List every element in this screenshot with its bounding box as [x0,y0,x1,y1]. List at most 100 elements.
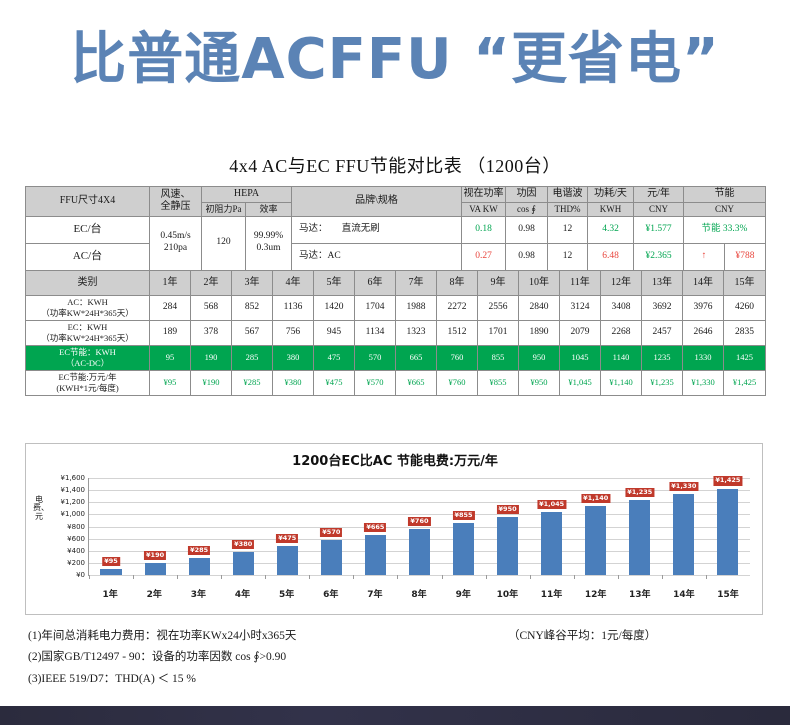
chart-x-label: 7年 [367,590,383,600]
yearly-row: EC节能：KWH （AC-DC） 95 190 285 380 475 570 665 760 85… [25,344,766,371]
yearly-cell: ¥760 [436,369,478,396]
yearly-cell: 3976 [682,294,724,321]
th-va-unit: VA KW [461,201,507,217]
th-pf-unit: cos ∮ [505,201,549,217]
yearly-cell: 1988 [395,294,437,321]
yearly-cell: 1425 [723,344,766,371]
chart-y-tick-label: ¥1,400 [60,486,86,495]
yearly-cell: 570 [354,344,396,371]
yearly-cell: ¥950 [518,369,560,396]
row-label-line1: EC节能:万元/年 [58,372,117,383]
yearly-row: AC：KWH （功率KW*24H*365天） 284 568 852 1136 1420 17… [25,294,766,321]
yearly-cell: 190 [190,344,232,371]
chart-y-tick-label: ¥400 [67,546,85,555]
cell-ac-thd: 12 [547,242,589,271]
chart-bar: ¥475 [276,534,299,575]
chart-y-tick-label: ¥0 [76,571,85,579]
chart-data-label: ¥190 [144,551,167,561]
cell-ec-saving: 节能 33.3% [683,215,767,244]
yearly-cell: 189 [149,319,191,346]
yearly-cell: 95 [149,344,191,371]
row-label-line2: （功率KW*24H*365天） [41,332,134,343]
yearly-row: EC节能:万元/年 (KWH*1元/每度) ¥95 ¥190 ¥285 ¥380 ¥475 ¥… [25,369,766,396]
yearly-row: EC：KWH （功率KW*24H*365天） 189 378 567 756 945 1134… [25,319,766,346]
th-hepa: HEPA [200,186,293,203]
chart-bar-cell: ¥285 [177,478,221,575]
th-year-unit: CNY [633,201,685,217]
yearly-cell: 1701 [477,319,519,346]
cell-ac-year: ¥2.365 [633,242,685,271]
cell-hepa-eff: 99.99% 0.3um [244,215,293,271]
chart-data-label: ¥950 [496,505,519,515]
th-category: 类别 [25,269,150,296]
yearly-cell: ¥1,330 [682,369,724,396]
yearly-cell: 665 [395,344,437,371]
chart-tick [397,575,441,579]
yearly-cell: 568 [190,294,232,321]
chart-gridline [89,502,750,504]
yearly-cell: 1323 [395,319,437,346]
row-label-line2: （AC-DC） [65,357,110,368]
th-year-15: 15年 [723,269,766,296]
yearly-cell: 2457 [641,319,683,346]
chart-tick [485,575,530,579]
chart-tick [661,575,706,579]
th-daily-consumption: 功耗/天 [587,186,635,203]
yearly-cell: 945 [313,319,355,346]
yearly-cell: 1140 [600,344,642,371]
yearly-cell: 567 [231,319,273,346]
table-row-ac-spec: AC/台 马达：AC 0.27 0.98 12 6.48 ¥2.365 ↑ ¥7… [25,242,767,271]
chart-bar: ¥285 [188,545,211,575]
chart-bar: ¥380 [232,539,255,575]
table-row-ec-spec: EC/台 0.45m/s 210pa 120 99.99% 0.3um 马达： 直流… [25,215,767,271]
yearly-cell: 3692 [641,294,683,321]
chart-bar-cell: ¥475 [265,478,309,575]
chart-tick [221,575,265,579]
th-apparent-power: 视在功率 [461,186,507,203]
yearly-cell: 1890 [518,319,560,346]
th-year-9: 9年 [477,269,519,296]
chart-x-label: 1年 [102,590,118,600]
yearly-cell: 378 [190,319,232,346]
table-caption: 4x4 AC与EC FFU节能对比表 （1200台） [229,156,561,176]
chart-data-label: ¥1,235 [625,488,655,498]
yearly-row-label: EC节能:万元/年 (KWH*1元/每度) [25,369,150,396]
yearly-cell: 285 [231,344,273,371]
comparison-table: FFU尺寸4X4 风速、 全静压 HEPA 品牌\规格 视在功率 功因 电谐波 功… [25,186,767,271]
th-year-2: 2年 [190,269,232,296]
yearly-cell: 1235 [641,344,683,371]
yearly-cell: ¥475 [313,369,355,396]
yearly-row-label: EC：KWH （功率KW*24H*365天） [25,319,150,346]
chart-plot-area: 电费、元 ¥1,600 ¥1,400 ¥1,200 ¥1,000 ¥800 ¥600 ¥40… [33,474,750,579]
yearly-cell: ¥95 [149,369,191,396]
chart-bar: ¥1,425 [713,476,743,575]
yearly-cell: 3124 [559,294,601,321]
chart-bar-cell: ¥190 [133,478,177,575]
footnote-3: (3)IEEE 519/D7：THD(A) ＜ 15 % [28,672,196,685]
cell-ac-va: 0.27 [461,242,507,271]
row-label-line1: EC：KWH [67,322,108,333]
chart-bar-cell: ¥1,235 [618,478,662,575]
cell-ac-brand: 马达：AC [291,242,463,271]
th-saving: 节能 [683,186,767,203]
yearly-cell: 284 [149,294,191,321]
chart-x-label: 10年 [496,590,519,600]
yearly-cell: ¥1,425 [723,369,766,396]
chart-bar-cell: ¥1,425 [706,476,750,575]
page-title: 比普通ACFFU “更省电” [70,27,720,92]
chart-x-label: 14年 [673,590,695,600]
chart-bar: ¥1,140 [581,493,611,575]
th-year-14: 14年 [682,269,724,296]
chart-tick [441,575,486,579]
th-thd-unit: THD% [547,201,589,217]
table-header-row-2: 初阻力Pa 效率 VA KW cos ∮ THD% KWH CNY CNY [26,201,767,217]
yearly-row-label: AC：KWH （功率KW*24H*365天） [25,294,150,321]
chart-tick [265,575,309,579]
row-label-line2: （功率KW*24H*365天） [41,307,134,318]
chart-bar: ¥665 [364,522,387,575]
chart-tick [177,575,221,579]
chart-x-label: 6年 [323,590,339,600]
chart-bar: ¥95 [100,557,122,575]
chart-gridline [89,478,750,479]
chart-x-label: 5年 [279,590,295,600]
